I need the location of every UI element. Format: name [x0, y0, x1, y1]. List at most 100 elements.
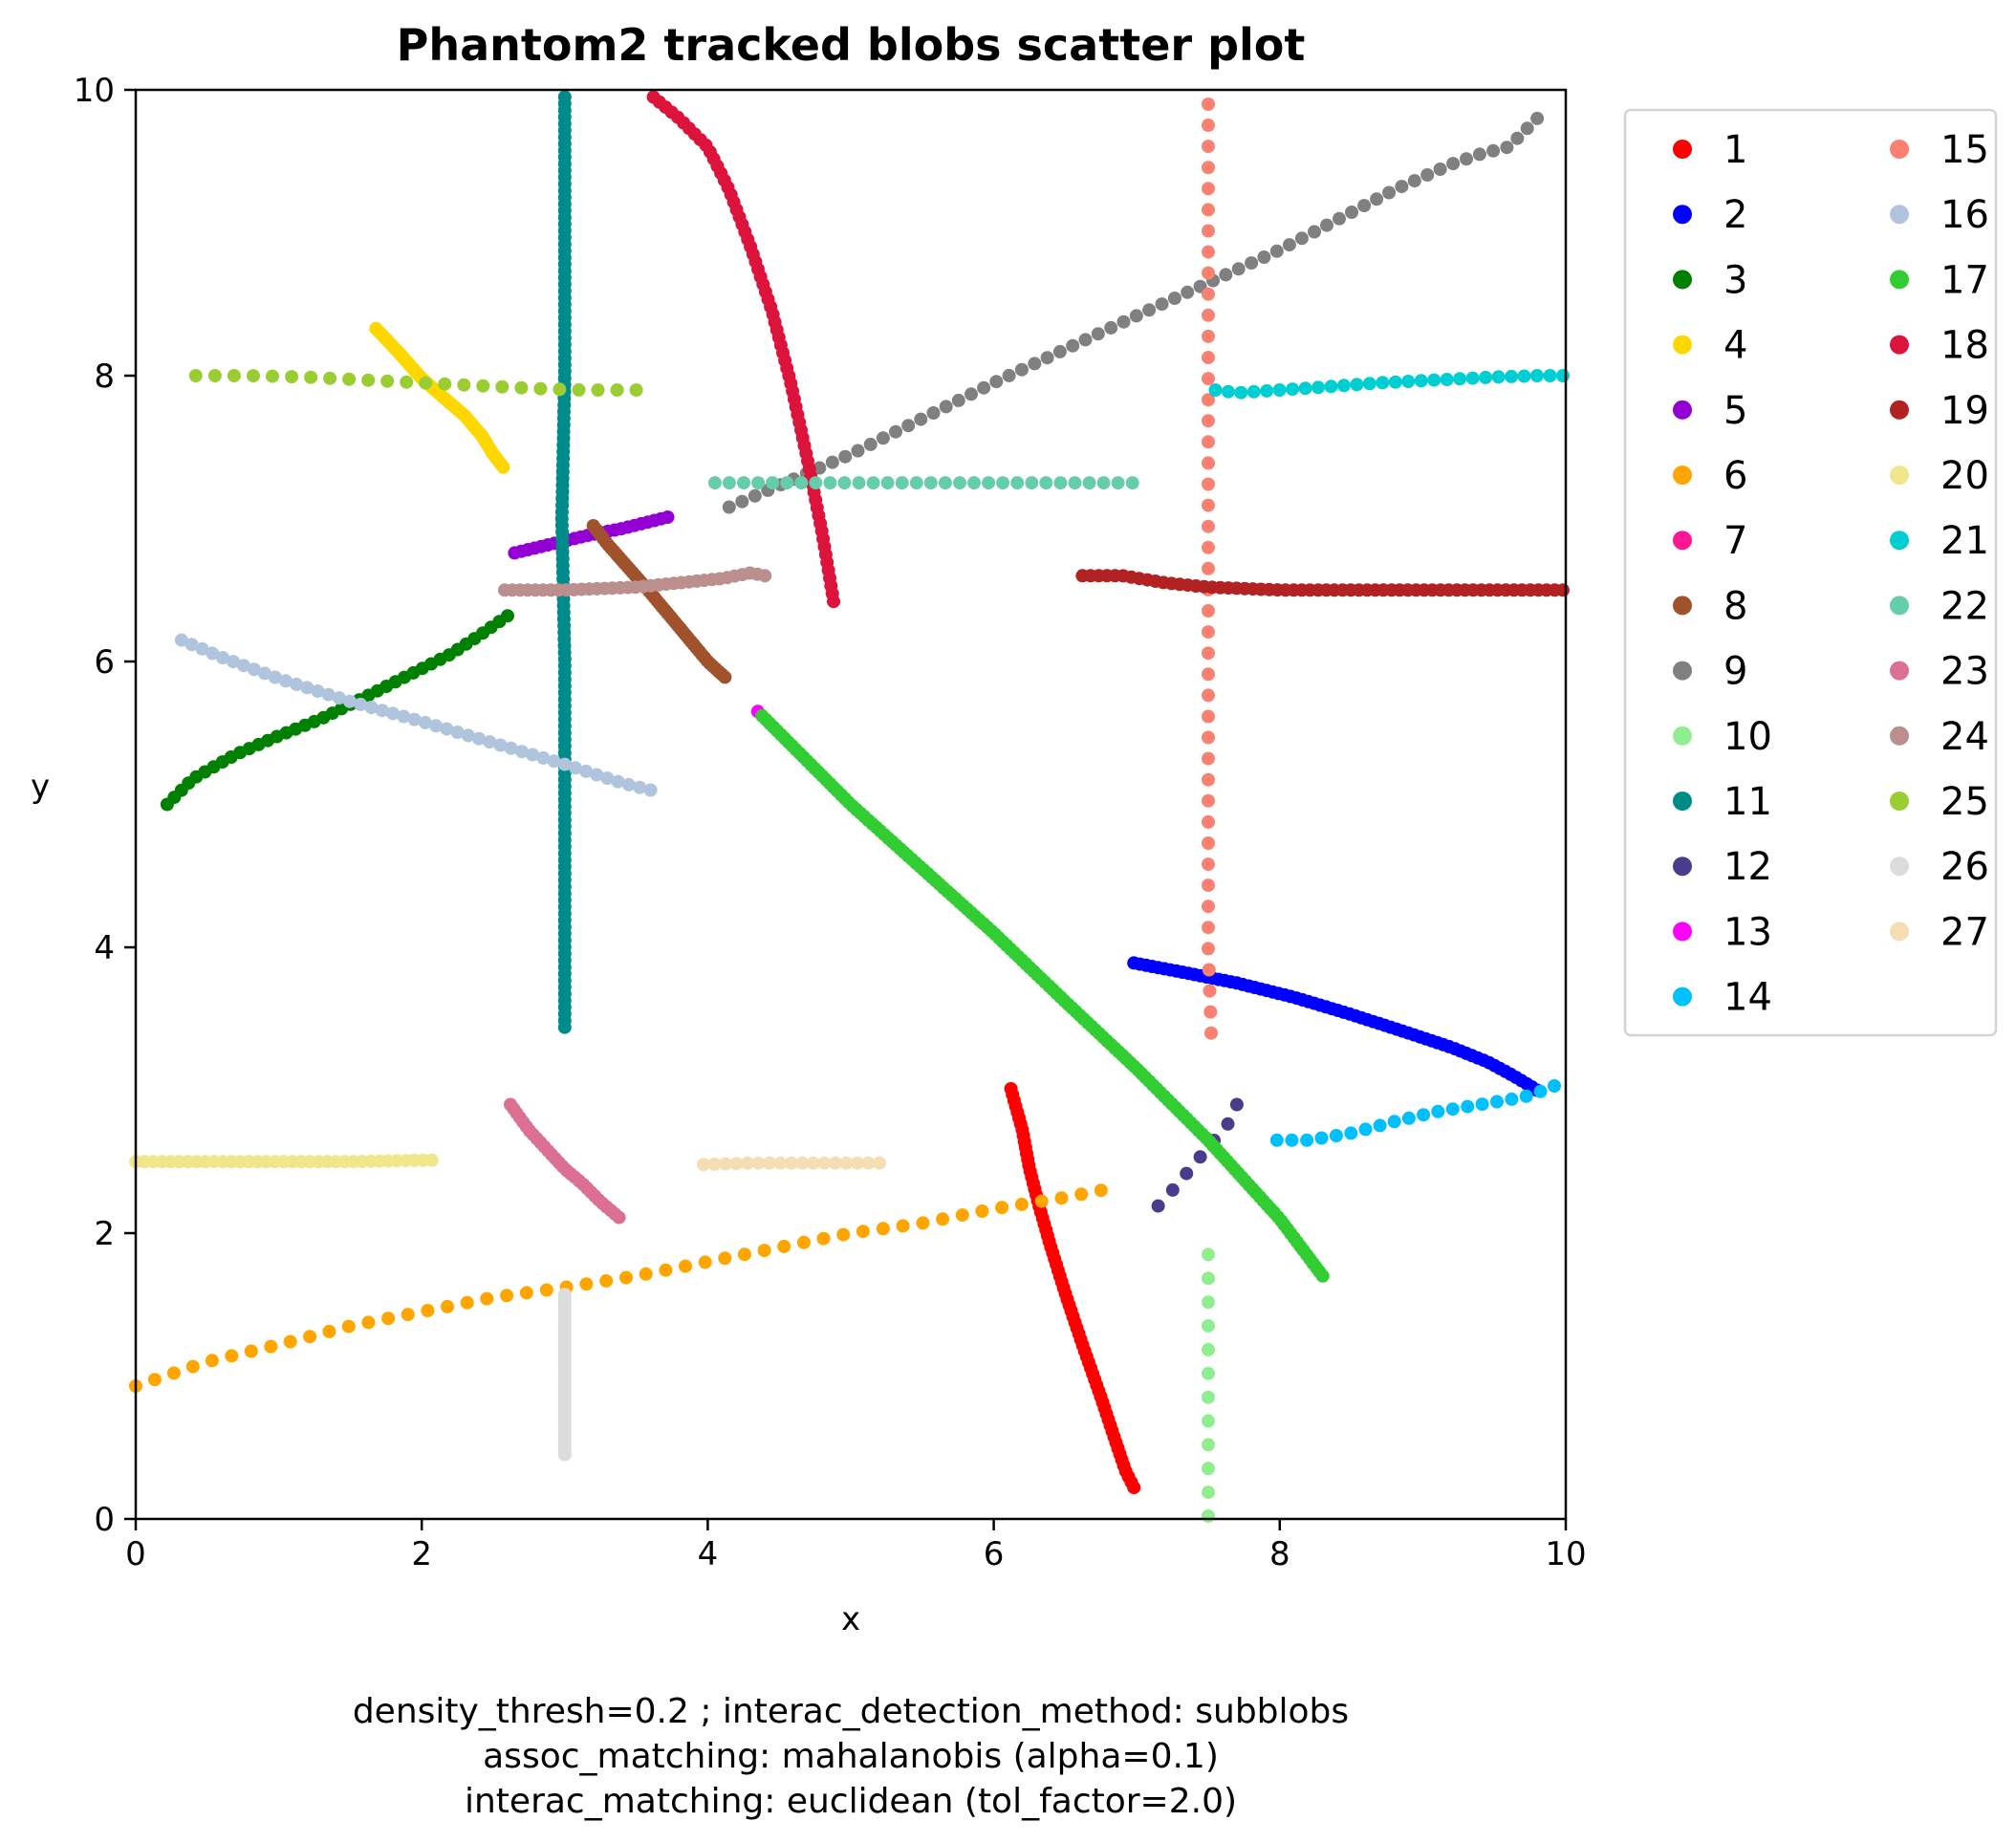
data-point: [1202, 604, 1215, 618]
data-point: [751, 1156, 766, 1170]
legend-marker: [1673, 726, 1692, 746]
data-point: [1370, 192, 1384, 206]
data-point: [825, 455, 839, 469]
data-point: [1028, 357, 1042, 371]
series-25: [188, 369, 643, 397]
data-point: [1510, 131, 1525, 145]
data-point: [1401, 1111, 1416, 1125]
data-point: [1074, 1187, 1089, 1202]
data-point: [1202, 688, 1215, 703]
legend-label: 4: [1723, 324, 1747, 368]
data-point: [751, 476, 766, 490]
data-point: [533, 381, 548, 396]
data-point: [1202, 1366, 1215, 1380]
data-point: [938, 476, 952, 490]
legend-label: 19: [1940, 389, 1989, 433]
data-point: [1202, 793, 1215, 808]
data-point: [989, 375, 1004, 389]
data-point: [600, 771, 615, 786]
data-point: [311, 684, 325, 698]
data-point: [599, 1273, 614, 1288]
data-point: [1260, 383, 1274, 398]
data-point: [939, 400, 953, 414]
data-point: [1219, 268, 1233, 282]
data-point: [1066, 338, 1080, 353]
series-14: [1269, 1079, 1561, 1147]
data-point: [955, 1208, 969, 1223]
data-point: [457, 378, 471, 392]
data-point: [1202, 730, 1215, 745]
data-point: [796, 1235, 811, 1249]
data-point: [1193, 1150, 1207, 1164]
legend-marker: [1890, 726, 1909, 746]
data-point: [514, 745, 529, 759]
data-point: [1245, 256, 1259, 271]
legend-item-2: 2: [1673, 193, 1747, 237]
legend-label: 5: [1723, 389, 1747, 433]
data-point: [1202, 921, 1215, 935]
data-point: [557, 1020, 572, 1034]
data-point: [1314, 1131, 1329, 1145]
data-point: [480, 1291, 494, 1306]
data-point: [1433, 163, 1447, 176]
series-8: [586, 519, 732, 684]
data-point: [323, 371, 337, 385]
data-point: [1229, 1097, 1244, 1112]
data-point: [1300, 1133, 1314, 1147]
data-point: [450, 726, 465, 739]
data-point: [1111, 476, 1125, 490]
data-point: [612, 1210, 626, 1225]
legend-label: 13: [1723, 910, 1772, 954]
legend-label: 6: [1723, 454, 1747, 498]
data-point: [1520, 121, 1534, 136]
legend-items: 1234567891011121314151617181920212223242…: [1673, 128, 1989, 1020]
data-point: [1014, 1197, 1029, 1211]
data-point: [1202, 878, 1215, 893]
data-point: [718, 670, 732, 684]
data-point: [1505, 369, 1519, 383]
data-point: [610, 383, 624, 397]
legend-item-9: 9: [1673, 650, 1747, 694]
data-point: [1556, 369, 1570, 382]
data-point: [1445, 1102, 1460, 1117]
data-point: [1202, 625, 1215, 640]
data-point: [1104, 320, 1118, 335]
data-point: [1202, 1485, 1215, 1500]
data-point: [247, 369, 260, 383]
series-3: [160, 609, 514, 812]
legend-marker: [1890, 922, 1909, 942]
data-point: [283, 1334, 297, 1349]
data-point: [1202, 140, 1215, 154]
data-point: [375, 704, 389, 718]
legend-item-20: 20: [1890, 454, 1989, 498]
data-point: [1414, 374, 1428, 388]
data-point: [268, 670, 282, 684]
data-point: [364, 701, 379, 714]
data-point: [1407, 174, 1421, 188]
data-point: [1202, 1271, 1215, 1286]
caption-line-2: assoc_matching: mahalanobis (alpha=0.1): [483, 1737, 1219, 1776]
data-point: [1202, 477, 1215, 491]
data-point: [621, 777, 636, 791]
data-point: [341, 1319, 356, 1333]
data-point: [1269, 1133, 1284, 1147]
legend-label: 26: [1940, 845, 1989, 889]
data-point: [696, 1158, 710, 1172]
legend-marker: [1673, 205, 1692, 225]
data-point: [526, 748, 540, 762]
data-point: [1530, 111, 1545, 125]
data-point: [504, 741, 518, 755]
data-point: [244, 1344, 258, 1358]
data-point: [1039, 476, 1053, 490]
data-point: [476, 379, 490, 393]
legend-item-11: 11: [1673, 780, 1772, 824]
legend-marker: [1673, 531, 1692, 551]
data-point: [872, 1156, 886, 1170]
data-point: [569, 761, 582, 775]
legend-label: 1: [1723, 128, 1747, 172]
y-tick-label: 8: [94, 358, 115, 396]
data-point: [1333, 211, 1346, 226]
data-point: [698, 1255, 712, 1269]
data-point: [1282, 238, 1296, 252]
data-point: [1202, 1295, 1215, 1310]
